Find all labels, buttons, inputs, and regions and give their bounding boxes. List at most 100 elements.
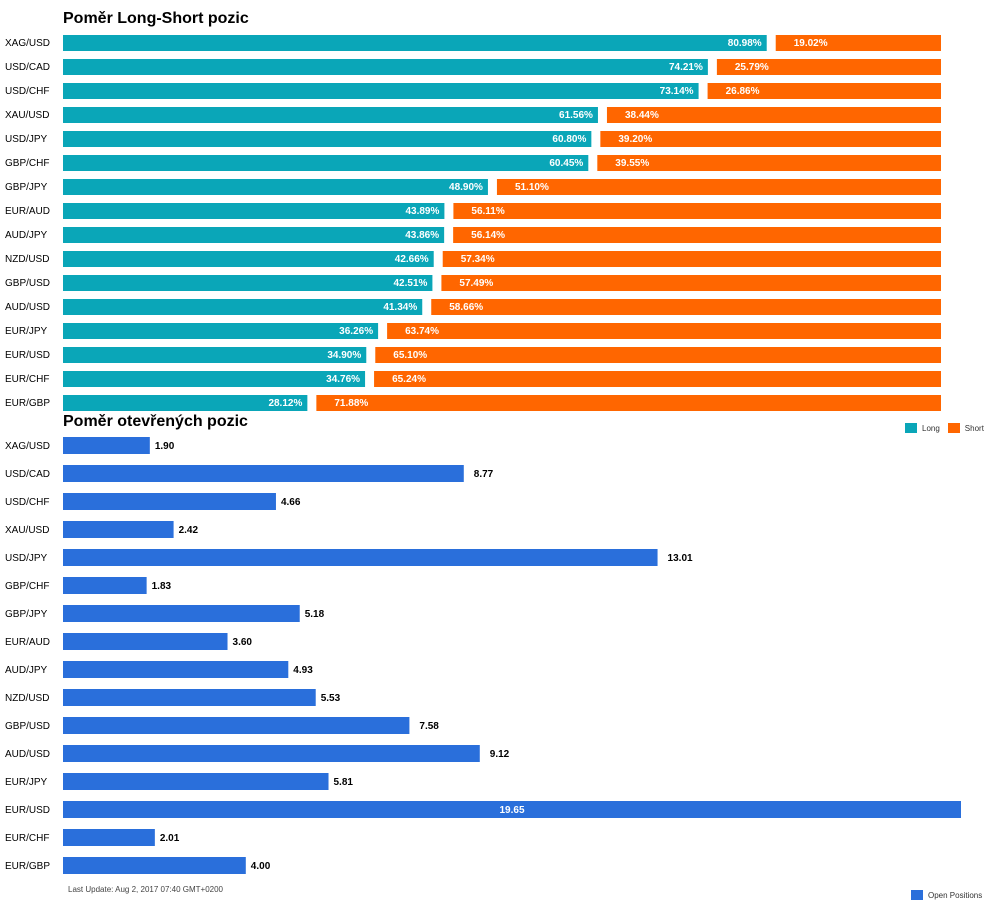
- legend-label-short: Short: [964, 423, 984, 433]
- category-label-aud-usd: AUD/USD: [5, 302, 50, 313]
- category-label-gbp-usd: GBP/USD: [5, 278, 50, 289]
- bar-label-long-gbp-chf: 60.45%: [549, 158, 583, 169]
- bar-label-open-gbp-chf: 1.83: [152, 581, 172, 592]
- bar-label-short-eur-chf: 65.24%: [392, 374, 426, 385]
- bar-label-long-usd-chf: 73.14%: [660, 86, 694, 97]
- bar-label-open-xag-usd: 1.90: [155, 441, 175, 452]
- category-label-eur-chf: EUR/CHF: [5, 374, 49, 385]
- bar-label-long-usd-cad: 74.21%: [669, 62, 703, 73]
- bar-open-eur-aud: [63, 633, 228, 650]
- bar-label-short-gbp-jpy: 51.10%: [515, 182, 549, 193]
- category-label-aud-jpy: AUD/JPY: [5, 230, 48, 241]
- bar-label-open-usd-cad: 8.77: [474, 469, 494, 480]
- legend-swatch-long: [905, 423, 917, 433]
- bar-label-short-eur-aud: 56.11%: [471, 206, 504, 217]
- open-category-label-eur-aud: EUR/AUD: [5, 637, 50, 648]
- bar-label-long-gbp-usd: 42.51%: [393, 278, 427, 289]
- bar-label-open-usd-jpy: 13.01: [668, 553, 693, 564]
- bar-short-usd-chf: [707, 83, 941, 99]
- bar-label-long-aud-usd: 41.34%: [383, 302, 417, 313]
- bar-label-short-gbp-chf: 39.55%: [615, 158, 649, 169]
- bar-label-long-aud-jpy: 43.86%: [405, 230, 439, 241]
- open-category-label-usd-jpy: USD/JPY: [5, 553, 48, 564]
- bar-short-eur-usd: [375, 347, 941, 363]
- bar-open-gbp-jpy: [63, 605, 300, 622]
- bar-long-aud-usd: [63, 299, 423, 315]
- legend-item-short: Short: [947, 423, 984, 433]
- bar-short-aud-jpy: [453, 227, 941, 243]
- bar-label-long-xag-usd: 80.98%: [728, 38, 762, 49]
- bar-label-short-gbp-usd: 57.49%: [459, 278, 493, 289]
- bar-label-open-eur-gbp: 4.00: [251, 861, 271, 872]
- chart-title-long-short: Poměr Long-Short pozic: [63, 10, 249, 27]
- bar-long-xau-usd: [63, 107, 598, 123]
- category-label-eur-gbp: EUR/GBP: [5, 398, 50, 409]
- open-category-label-gbp-jpy: GBP/JPY: [5, 609, 48, 620]
- bar-label-open-aud-jpy: 4.93: [293, 665, 313, 676]
- bar-label-open-gbp-jpy: 5.18: [305, 609, 325, 620]
- last-update-text: Last Update: Aug 2, 2017 07:40 GMT+0200: [68, 885, 223, 894]
- open-category-label-eur-usd: EUR/USD: [5, 805, 50, 816]
- bar-open-aud-usd: [63, 745, 480, 762]
- bar-short-gbp-chf: [597, 155, 941, 171]
- open-category-label-eur-jpy: EUR/JPY: [5, 777, 48, 788]
- bar-label-long-nzd-usd: 42.66%: [395, 254, 429, 265]
- bar-open-aud-jpy: [63, 661, 289, 678]
- bar-label-open-nzd-usd: 5.53: [321, 693, 341, 704]
- open-category-label-aud-usd: AUD/USD: [5, 749, 50, 760]
- bar-label-open-eur-jpy: 5.81: [334, 777, 354, 788]
- bar-short-nzd-usd: [442, 251, 941, 267]
- bar-label-long-eur-chf: 34.76%: [326, 374, 360, 385]
- bar-label-short-eur-usd: 65.10%: [393, 350, 427, 361]
- bar-label-long-eur-usd: 34.90%: [327, 350, 361, 361]
- bar-long-usd-cad: [63, 59, 708, 75]
- category-label-xau-usd: XAU/USD: [5, 110, 49, 121]
- bar-open-xag-usd: [63, 437, 150, 454]
- bar-short-eur-gbp: [316, 395, 941, 411]
- bar-label-short-eur-jpy: 63.74%: [405, 326, 439, 337]
- bar-open-usd-chf: [63, 493, 276, 510]
- legend-label-long: Long: [922, 423, 940, 433]
- bar-short-eur-jpy: [387, 323, 942, 339]
- bar-open-eur-jpy: [63, 773, 329, 790]
- open-category-label-usd-cad: USD/CAD: [5, 469, 50, 480]
- chart-title-open-positions: Poměr otevřených pozic: [63, 413, 248, 430]
- category-label-eur-jpy: EUR/JPY: [5, 326, 48, 337]
- bar-label-short-usd-cad: 25.79%: [735, 62, 769, 73]
- bar-label-open-aud-usd: 9.12: [490, 749, 510, 760]
- bar-label-long-usd-jpy: 60.80%: [552, 134, 586, 145]
- bar-long-nzd-usd: [63, 251, 434, 267]
- bar-label-short-nzd-usd: 57.34%: [461, 254, 495, 265]
- bar-label-long-gbp-jpy: 48.90%: [449, 182, 483, 193]
- bar-short-eur-chf: [374, 371, 941, 387]
- bar-label-short-usd-chf: 26.86%: [726, 86, 760, 97]
- open-category-label-xau-usd: XAU/USD: [5, 525, 49, 536]
- bar-long-eur-usd: [63, 347, 367, 363]
- legend-open-positions: Open Positions: [911, 890, 982, 900]
- category-label-nzd-usd: NZD/USD: [5, 254, 49, 265]
- category-label-usd-cad: USD/CAD: [5, 62, 50, 73]
- bar-label-short-eur-gbp: 71.88%: [334, 398, 368, 409]
- bar-long-eur-jpy: [63, 323, 379, 339]
- legend-long-short: Long Short: [905, 423, 991, 433]
- bar-label-open-gbp-usd: 7.58: [419, 721, 439, 732]
- bar-short-gbp-jpy: [496, 179, 941, 195]
- open-category-label-aud-jpy: AUD/JPY: [5, 665, 48, 676]
- bar-long-gbp-jpy: [63, 179, 488, 195]
- bar-open-xau-usd: [63, 521, 174, 538]
- bar-short-eur-aud: [453, 203, 941, 219]
- bar-long-eur-gbp: [63, 395, 308, 411]
- bar-label-long-eur-jpy: 36.26%: [339, 326, 373, 337]
- category-label-usd-chf: USD/CHF: [5, 86, 49, 97]
- open-category-label-gbp-chf: GBP/CHF: [5, 581, 49, 592]
- bar-open-gbp-chf: [63, 577, 147, 594]
- category-label-gbp-chf: GBP/CHF: [5, 158, 49, 169]
- open-category-label-nzd-usd: NZD/USD: [5, 693, 49, 704]
- bar-open-gbp-usd: [63, 717, 410, 734]
- bar-label-open-xau-usd: 2.42: [179, 525, 199, 536]
- bar-short-xau-usd: [606, 107, 941, 123]
- bar-long-gbp-chf: [63, 155, 589, 171]
- bar-label-open-eur-aud: 3.60: [233, 637, 253, 648]
- bar-long-aud-jpy: [63, 227, 445, 243]
